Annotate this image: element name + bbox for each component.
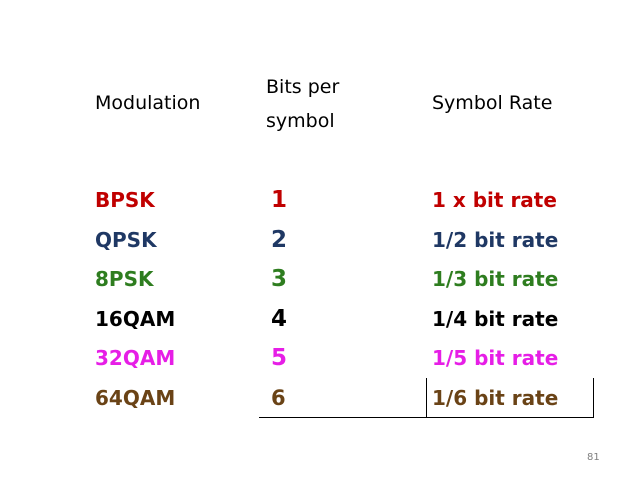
row-modulation: QPSK (95, 228, 157, 252)
row-symbol-rate: 1/4 bit rate (432, 307, 559, 331)
row-bits: 4 (271, 306, 288, 332)
row-modulation: BPSK (95, 188, 155, 212)
row-symbol-rate: 1/2 bit rate (432, 228, 559, 252)
header-bits-per-symbol: Bits per symbol (266, 76, 340, 132)
row-symbol-rate: 1/3 bit rate (432, 267, 559, 291)
header-modulation: Modulation (95, 92, 201, 114)
row-bits: 2 (271, 227, 288, 253)
row-bits: 5 (271, 345, 288, 371)
table-bottom-rule (259, 417, 594, 418)
row-bits: 1 (271, 187, 288, 213)
header-symbol-rate: Symbol Rate (432, 92, 553, 114)
row-symbol-rate: 1/6 bit rate (432, 386, 559, 410)
row-symbol-rate: 1 x bit rate (432, 188, 557, 212)
row-modulation: 8PSK (95, 267, 154, 291)
row-bits: 6 (271, 386, 286, 410)
row-modulation: 64QAM (95, 386, 176, 410)
page-number: 81 (587, 452, 600, 463)
row-symbol-rate: 1/5 bit rate (432, 346, 559, 370)
table-vertical-rule (426, 378, 427, 417)
row-modulation: 32QAM (95, 346, 176, 370)
table-vertical-rule-right (593, 378, 594, 417)
row-bits: 3 (271, 266, 288, 292)
row-modulation: 16QAM (95, 307, 176, 331)
